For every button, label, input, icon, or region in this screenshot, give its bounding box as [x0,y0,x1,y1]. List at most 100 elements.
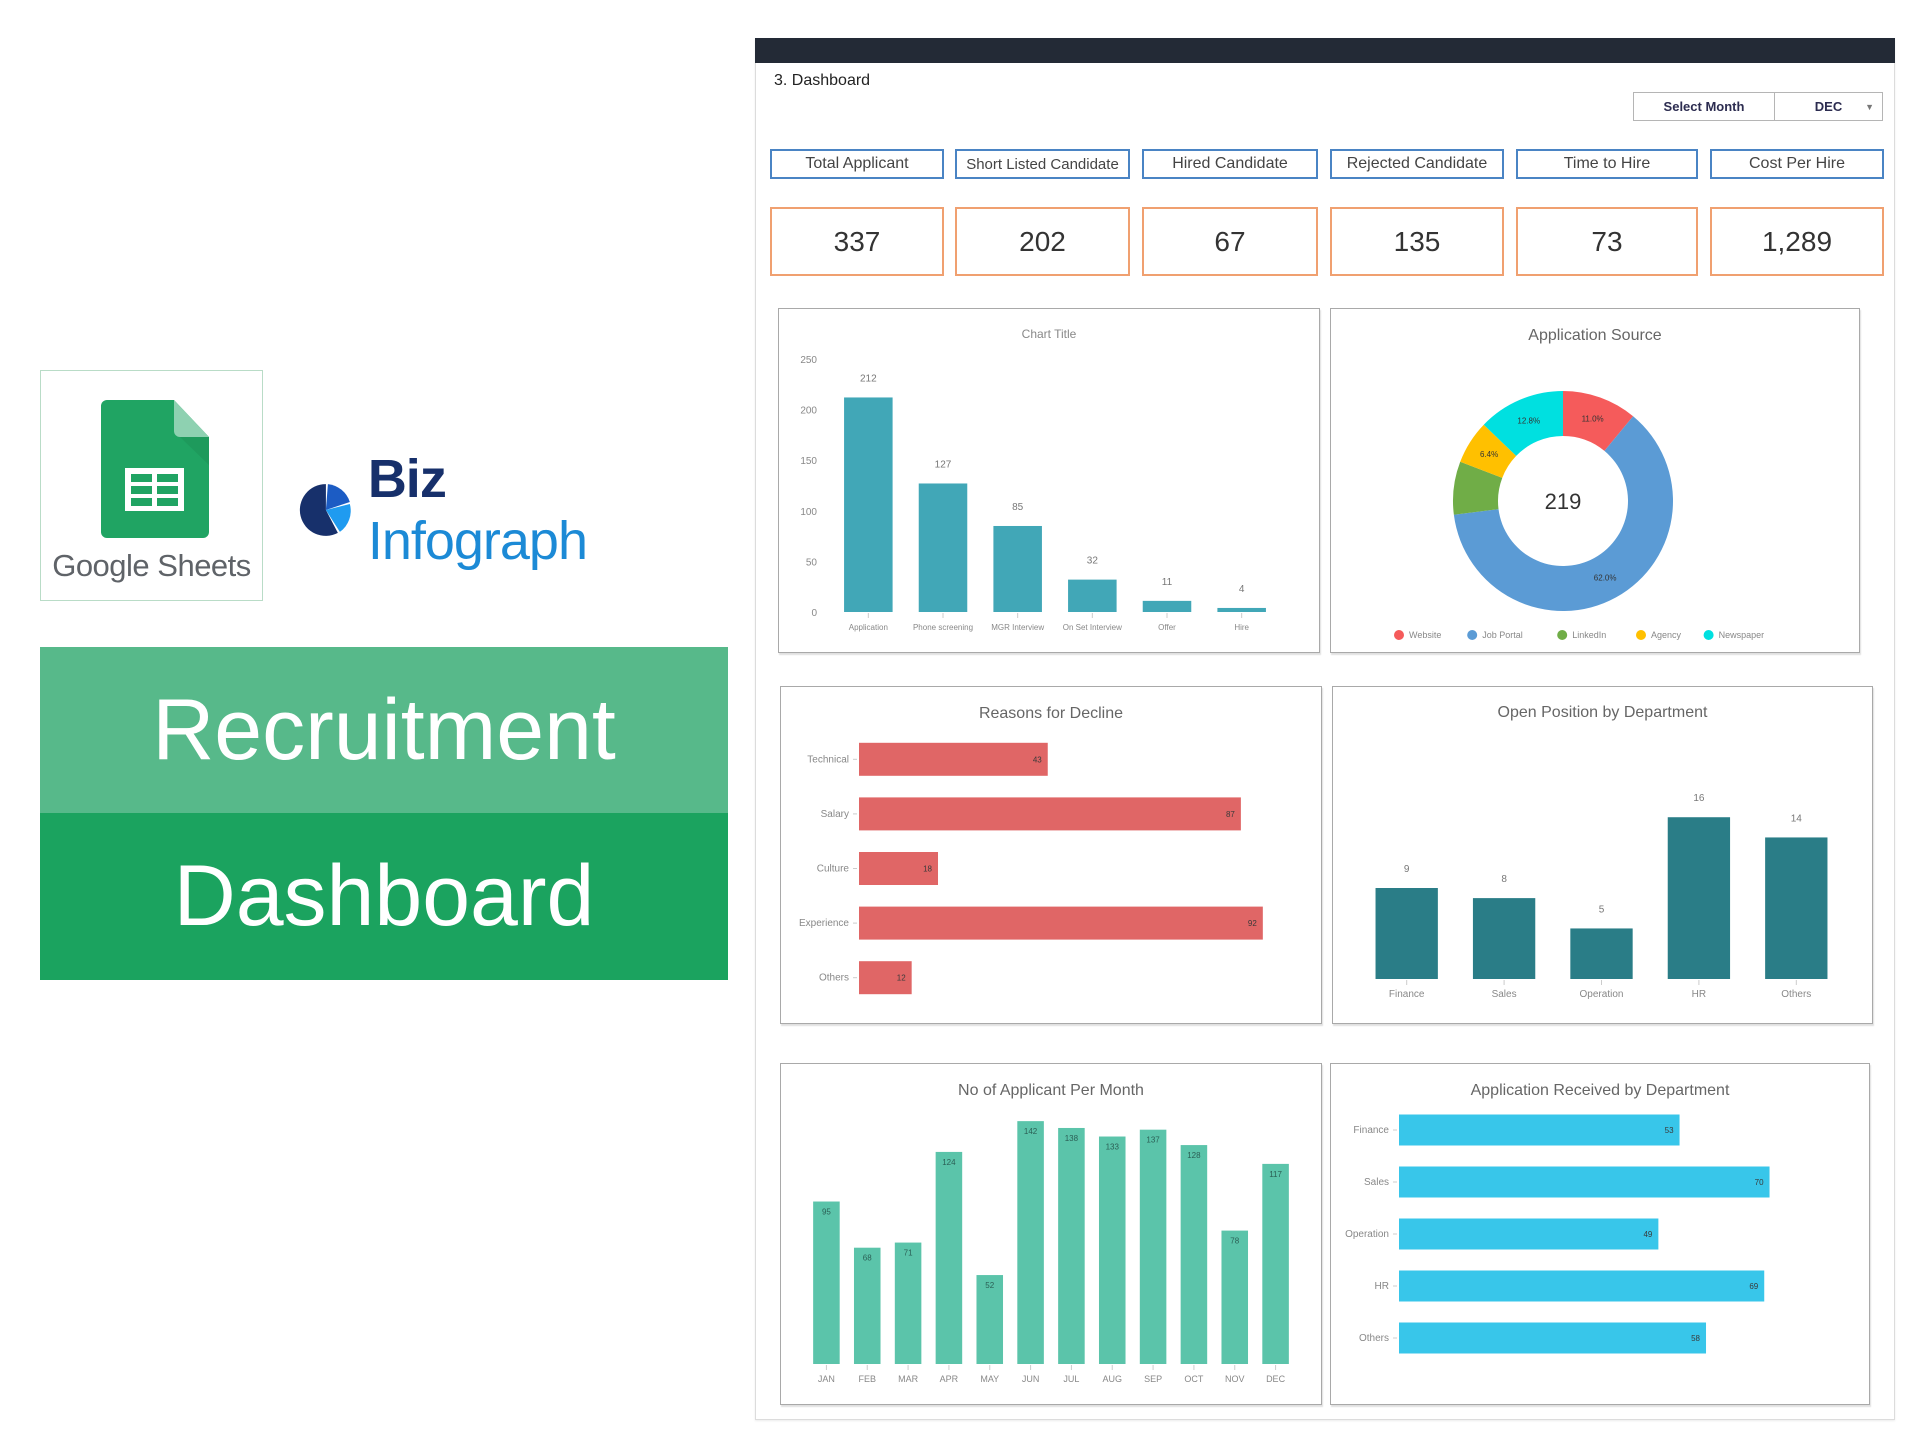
kpi-value-hired: 67 [1142,207,1318,276]
donut-slice [1483,391,1563,456]
svg-text:MAR: MAR [898,1374,919,1384]
bar [859,961,912,995]
chart-title: No of Applicant Per Month [958,1082,1144,1099]
chart-card-decline[interactable]: Reasons for Decline 43 Technical 87 Salary 1… [780,686,1322,1024]
biz-infograph-logo: Biz Infograph [298,449,678,571]
svg-text:16: 16 [1693,793,1705,804]
bar [1399,1270,1765,1302]
svg-text:On Set Interview: On Set Interview [1063,623,1122,632]
google-sheets-icon [101,400,209,538]
kpi-value-total-applicant: 337 [770,207,944,276]
svg-text:Operation: Operation [1580,989,1624,1000]
svg-text:0: 0 [811,608,817,619]
chart-card-monthly[interactable]: No of Applicant Per Month 95 JAN 68 FEB 71 MA… [780,1063,1322,1405]
svg-text:12: 12 [897,974,906,983]
svg-text:11: 11 [1162,577,1173,588]
bar [1262,1163,1289,1364]
biz-logo-text-infograph: Infograph [367,511,588,571]
svg-text:127: 127 [935,459,952,470]
google-sheets-logo: Google Sheets [40,370,263,601]
sheet-title: 3. Dashboard [774,72,871,89]
svg-text:52: 52 [985,1281,994,1290]
svg-text:Application: Application [849,623,888,632]
month-select-label: Select Month [1634,93,1775,120]
svg-text:78: 78 [1230,1237,1239,1246]
chart-title: Chart Title [1021,327,1077,341]
svg-text:69: 69 [1749,1282,1758,1291]
application-source-donut-chart: 11.0% 62.0% 6.4% 12.8% 219 Website Job Portal L… [1394,391,1765,640]
svg-text:Sales: Sales [1492,989,1517,1000]
svg-text:Sales: Sales [1364,1177,1389,1188]
bar [993,525,1042,612]
svg-text:5: 5 [1599,904,1605,915]
svg-text:Newspaper: Newspaper [1719,630,1765,640]
chart-card-received[interactable]: Application Received by Department 53 Fin… [1330,1063,1870,1405]
svg-text:4: 4 [1239,584,1245,595]
svg-text:92: 92 [1248,919,1257,928]
svg-text:SEP: SEP [1144,1374,1162,1384]
svg-text:18: 18 [923,865,932,874]
pie-chart-logo-icon [299,484,351,536]
chart-card-open-positions[interactable]: Open Position by Department 9 Finance 8 Sal… [1332,686,1873,1024]
donut-slice [1563,391,1634,451]
chart-card-funnel[interactable]: Chart Title 0 50 100 150 200 250 212 Applicatio… [778,308,1320,653]
chart-title: Open Position by Department [1497,704,1708,721]
svg-text:9: 9 [1404,864,1410,875]
google-sheets-label: Google Sheets [52,548,251,583]
kpi-label-rejected: Rejected Candidate [1330,149,1504,179]
svg-text:32: 32 [1087,556,1099,567]
funnel-bar-chart: 0 50 100 150 200 250 212 Application 127 Phone sc… [800,355,1266,632]
chart-title: Reasons for Decline [978,705,1124,722]
chevron-down-icon[interactable]: ▼ [1865,102,1874,112]
kpi-label-time-to-hire: Time to Hire [1516,149,1698,179]
svg-text:Salary: Salary [821,809,849,820]
svg-text:MGR Interview: MGR Interview [991,623,1044,632]
kpi-label-short-listed: Short Listed Candidate [955,149,1130,179]
svg-text:50: 50 [806,557,818,568]
svg-text:133: 133 [1106,1143,1120,1152]
svg-text:Hire: Hire [1234,623,1249,632]
svg-text:Agency: Agency [1651,630,1682,640]
svg-text:6.4%: 6.4% [1480,450,1498,459]
bar [1139,1129,1167,1364]
bar [976,1275,1004,1364]
svg-text:Experience: Experience [799,918,849,929]
svg-text:Website: Website [1409,630,1441,640]
svg-text:117: 117 [1269,1170,1282,1179]
banner-title-line2: Dashboard [40,813,728,980]
svg-text:95: 95 [822,1208,831,1217]
kpi-value-rejected: 135 [1330,207,1504,276]
bar [1068,579,1117,612]
month-select-value[interactable]: DEC ▼ [1775,93,1882,120]
svg-text:142: 142 [1024,1127,1038,1136]
svg-text:128: 128 [1187,1151,1201,1160]
svg-text:85: 85 [1012,502,1024,513]
svg-text:Others: Others [1781,989,1811,1000]
svg-text:87: 87 [1226,810,1235,819]
bar [1142,600,1192,612]
svg-text:53: 53 [1665,1126,1674,1135]
kpi-label-total-applicant: Total Applicant [770,149,944,179]
month-value: DEC [1814,99,1843,114]
applicants-per-month-bar-chart: 95 JAN 68 FEB 71 MAR 124 APR 52 MAY 142 JUN 138 JUL 13… [813,1121,1289,1384]
svg-text:NOV: NOV [1225,1374,1245,1384]
month-select-dropdown[interactable]: Select Month DEC ▼ [1633,92,1883,121]
donut-slice [1460,424,1517,478]
bar [1765,837,1828,979]
svg-text:137: 137 [1146,1136,1160,1145]
bar [859,852,939,885]
bar [1399,1114,1680,1146]
svg-text:Job Portal: Job Portal [1482,630,1523,640]
bar [1399,1218,1659,1250]
biz-logo-text-biz: Biz [367,449,447,509]
svg-text:150: 150 [800,456,817,467]
svg-text:Technical: Technical [807,754,849,765]
svg-text:Finance: Finance [1353,1125,1389,1136]
sheet-header-bar [755,38,1895,63]
chart-card-source[interactable]: Application Source 11.0% 62.0% 6.4% 12.8% 21… [1330,308,1860,653]
bar [1472,898,1536,979]
bar [844,397,893,612]
svg-text:219: 219 [1545,489,1582,514]
svg-text:FEB: FEB [858,1374,876,1384]
svg-text:138: 138 [1065,1134,1079,1143]
